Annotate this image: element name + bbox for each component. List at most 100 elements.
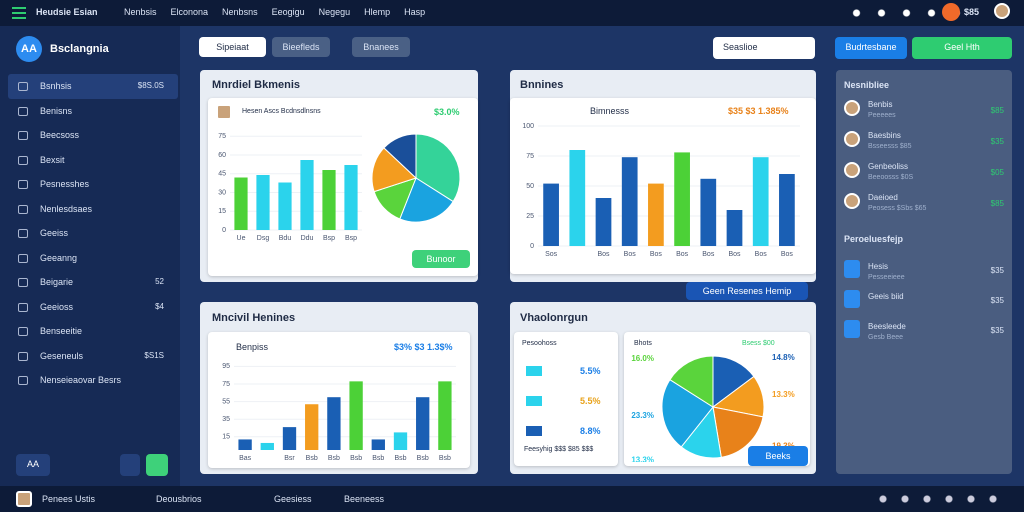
avatar[interactable] — [994, 3, 1010, 19]
bottom-icons[interactable] — [872, 494, 1002, 504]
menu-item[interactable]: Eeogigu — [271, 7, 305, 17]
person-sub: Beeoosss $0S — [868, 174, 914, 181]
sidebar-item[interactable]: Bsnhsis $8S.0S — [8, 74, 178, 99]
item-label: Geeioss — [40, 301, 74, 312]
bottom-item[interactable]: Geesiess — [274, 494, 312, 504]
sidebar-title: Bsclangnia — [50, 43, 109, 55]
bar — [438, 381, 452, 450]
person[interactable]: Daeioed Peosess $Sbs $65 $85 — [844, 191, 1008, 222]
bar — [278, 182, 292, 230]
bottom-item[interactable]: Beeneess — [344, 494, 385, 504]
action-button[interactable]: Geel Hth — [912, 37, 1012, 59]
pie-slice — [371, 147, 417, 193]
pie-chart: 14.8%13.3%19.3%13.3%23.3%16.0% — [631, 353, 795, 462]
bottom-item[interactable]: Deousbrios — [156, 494, 202, 504]
list-item[interactable]: Beesleede Gesb Beee $35 — [844, 320, 1008, 350]
sidebar-item[interactable]: Geseneuls $S1S — [8, 344, 178, 369]
bar — [700, 178, 717, 246]
item-value: $35 — [990, 266, 1004, 275]
menu-item[interactable]: Nenbsis — [124, 7, 157, 17]
person[interactable]: Benbis Peeeees $85 — [844, 98, 1008, 129]
mode-button[interactable] — [120, 454, 140, 476]
bottom-item[interactable]: Penees Ustis — [42, 494, 96, 504]
logo[interactable]: AA — [16, 36, 42, 62]
item-label: Bexsit — [40, 154, 65, 165]
sidebar-item[interactable]: Beigarie 52 — [8, 270, 178, 295]
avatar — [844, 131, 860, 147]
item-icon — [18, 253, 28, 263]
sidebar-item[interactable]: Pesnesshes — [8, 172, 178, 197]
person[interactable]: Baesbins Bsseesss $85 $35 — [844, 129, 1008, 160]
brand[interactable]: Heudsie Esian — [36, 7, 98, 17]
bar-chart: 0 15 30 45 60 75 Ue Dsg Bdu Ddu Bsp Bsp — [218, 133, 362, 242]
sidebar-item[interactable]: Bexsit — [8, 148, 178, 173]
y-tick-label: 30 — [218, 189, 226, 196]
x-tick-label: Bos — [597, 251, 610, 258]
menu-item[interactable]: Hasp — [404, 7, 426, 17]
sidebar-item[interactable]: Nenseieaovar Besrs — [8, 368, 178, 393]
data-label: 13.3% — [772, 390, 795, 399]
action-button[interactable]: Budrtesbane — [835, 37, 907, 59]
y-tick-label: 75 — [218, 133, 226, 140]
person-value: $85 — [990, 106, 1004, 115]
dropdown[interactable]: Geen Resenes Hemip — [686, 282, 808, 300]
person-sub: Bsseesss $85 — [868, 143, 912, 150]
x-tick-label: Bos — [702, 251, 715, 258]
person[interactable]: Genbeoliss Beeoosss $0S $05 — [844, 160, 1008, 191]
bar — [674, 152, 690, 246]
sidebar-item[interactable]: Benisns — [8, 99, 178, 124]
item-icon — [18, 278, 28, 287]
menu-item[interactable]: Negegu — [318, 7, 351, 17]
card-button[interactable]: Beeks — [748, 446, 808, 466]
menu-icon[interactable] — [12, 7, 26, 19]
menu: Nenbsis Elconona Nenbsns Eeogigu Negegu Hlemp… — [124, 7, 425, 17]
item-icon — [18, 327, 28, 336]
tab[interactable]: Bnanees — [352, 37, 410, 57]
item-value: $S1S — [144, 350, 164, 360]
list-item[interactable]: Hesis Pesseeieee $35 — [844, 260, 1008, 290]
toggle-button[interactable] — [146, 454, 168, 476]
x-tick-label: Bsr — [284, 455, 295, 462]
top-icons[interactable] — [844, 6, 964, 20]
bar — [595, 198, 612, 246]
item-icon — [18, 155, 28, 165]
x-tick-label: Bos — [755, 251, 768, 258]
x-tick-label: Bsb — [439, 455, 451, 462]
collapse-button[interactable]: AA — [16, 454, 50, 476]
tab[interactable]: Bieefleds — [272, 37, 330, 57]
notification[interactable] — [942, 3, 960, 21]
y-tick-label: 55 — [222, 398, 230, 405]
list-item[interactable]: Geeis biid $35 — [844, 290, 1008, 320]
tab[interactable]: Sipeiaat — [199, 37, 266, 57]
x-tick-label: Bsb — [328, 455, 340, 462]
person-value: $85 — [990, 199, 1004, 208]
item-label: Geseneuls — [40, 350, 84, 361]
menu-item[interactable]: Hlemp — [364, 7, 391, 17]
data-label: 14.8% — [772, 353, 795, 362]
sidebar-item[interactable]: Geeiss — [8, 221, 178, 246]
panel-title: Mncivil Henines — [212, 312, 296, 324]
sidebar-item[interactable]: Nenlesdsaes — [8, 197, 178, 222]
search[interactable]: Seaslioe — [713, 37, 815, 59]
user-value: $85 — [964, 7, 980, 17]
sidebar-item[interactable]: Benseeitie — [8, 319, 178, 344]
menu-item[interactable]: Elconona — [170, 7, 209, 17]
sidebar-item[interactable]: Geeioss $4 — [8, 295, 178, 320]
card-footer: Feesyhig $$$ $85 $$$ — [524, 446, 594, 453]
sidebar-item[interactable]: Geeanng — [8, 246, 178, 271]
item-name: Geeis biid — [868, 292, 904, 301]
sidebar-item[interactable]: Beecsoss — [8, 123, 178, 148]
card-button[interactable]: Bunoor — [412, 250, 470, 268]
y-tick-label: 45 — [218, 171, 226, 178]
x-tick-label: Bsb — [372, 455, 384, 462]
menu-item[interactable]: Nenbsns — [222, 7, 258, 17]
card: Pesoohoss 5.5% 5.5% 8.8% Feesyhig $$$ $8… — [514, 332, 618, 466]
bar — [349, 381, 363, 450]
bar — [752, 157, 769, 246]
bar-chart: 15 35 55 75 95 Bas Bsr Bsb Bsb Bsb Bsb Bsb Bsb Bsb — [222, 363, 456, 462]
bar — [238, 439, 252, 450]
card: Bimnesss $35 $3 1.385% 0 25 50 75 100 Sos Bos B… — [510, 98, 816, 274]
panel-title: Vhaolonrgun — [520, 312, 588, 324]
y-tick-label: 25 — [526, 213, 534, 220]
